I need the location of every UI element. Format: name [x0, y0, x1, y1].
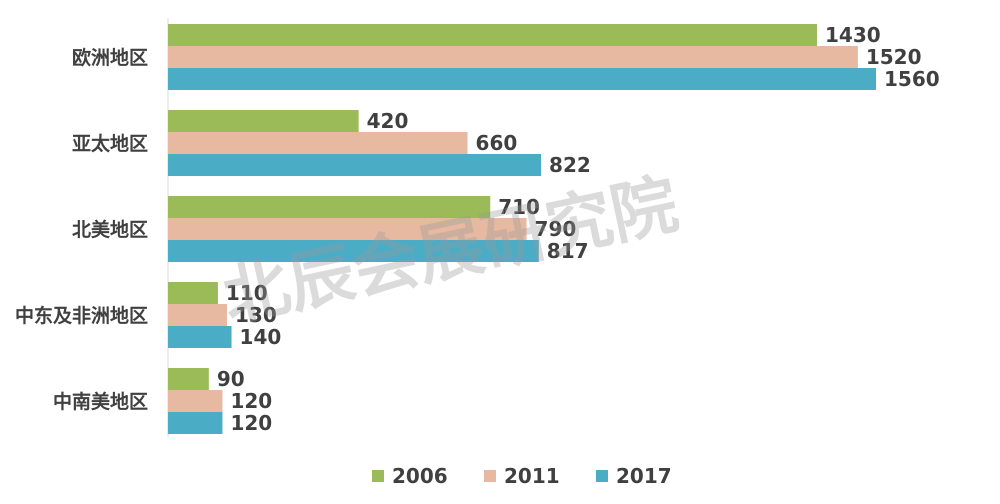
- bar-2011: [168, 390, 223, 412]
- bar-2011: [168, 304, 227, 326]
- bar-2017: [168, 326, 232, 348]
- category-label: 中东及非洲地区: [15, 304, 148, 327]
- legend: 2006 2011 2017: [372, 464, 672, 488]
- data-label: 120: [230, 411, 272, 435]
- legend-label: 2011: [504, 464, 560, 488]
- legend-swatch-2011: [484, 470, 496, 482]
- data-label: 790: [535, 217, 577, 241]
- bars-group: [168, 24, 876, 434]
- category-label: 欧洲地区: [72, 46, 148, 69]
- category-label: 中南美地区: [53, 390, 148, 413]
- bar-2006: [168, 24, 817, 46]
- category-label: 亚太地区: [72, 132, 148, 155]
- data-label: 130: [235, 303, 277, 327]
- data-label: 1520: [866, 45, 922, 69]
- data-label: 110: [226, 281, 268, 305]
- bar-2011: [168, 218, 527, 240]
- bar-2017: [168, 240, 539, 262]
- bar-2006: [168, 196, 491, 218]
- legend-swatch-2006: [372, 470, 384, 482]
- data-label: 822: [549, 153, 591, 177]
- data-label: 710: [498, 195, 540, 219]
- bar-2006: [168, 110, 359, 132]
- bar-2011: [168, 46, 858, 68]
- data-label: 1430: [825, 23, 881, 47]
- legend-label: 2006: [392, 464, 448, 488]
- data-label: 140: [240, 325, 282, 349]
- category-label: 北美地区: [72, 218, 148, 241]
- bar-2017: [168, 154, 542, 176]
- bar-2006: [168, 282, 218, 304]
- bar-2011: [168, 132, 468, 154]
- bar-2006: [168, 368, 209, 390]
- bar-2017: [168, 412, 223, 434]
- data-label: 90: [217, 367, 245, 391]
- legend-swatch-2017: [596, 470, 608, 482]
- data-label: 660: [476, 131, 518, 155]
- watermark-text: 北辰会展研究院: [216, 165, 684, 336]
- data-label: 1560: [884, 67, 940, 91]
- data-label: 120: [230, 389, 272, 413]
- legend-label: 2017: [616, 464, 672, 488]
- data-label: 817: [547, 239, 589, 263]
- data-label: 420: [367, 109, 409, 133]
- bar-2017: [168, 68, 876, 90]
